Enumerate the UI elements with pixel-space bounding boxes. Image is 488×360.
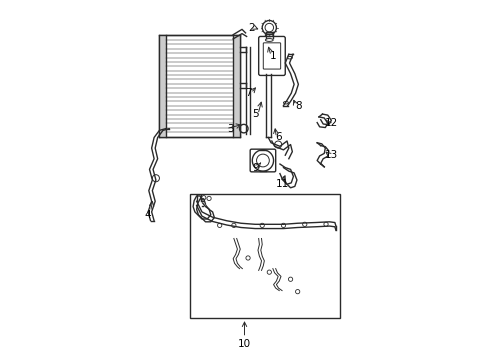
Text: 6: 6 [274, 132, 281, 143]
Text: 9: 9 [252, 163, 259, 172]
Text: 12: 12 [324, 118, 337, 128]
Text: 1: 1 [270, 51, 276, 61]
Bar [159, 35, 165, 138]
Text: 11: 11 [276, 179, 289, 189]
Text: 2: 2 [248, 23, 254, 33]
Text: 8: 8 [294, 100, 301, 111]
Text: 10: 10 [238, 339, 250, 349]
Text: 7: 7 [244, 88, 251, 98]
Text: 13: 13 [324, 150, 337, 160]
Text: 5: 5 [252, 109, 259, 120]
Text: 4: 4 [144, 211, 151, 220]
Bar [159, 35, 240, 138]
Bar [189, 194, 340, 318]
Text: 3: 3 [226, 123, 233, 134]
Bar [233, 35, 240, 138]
